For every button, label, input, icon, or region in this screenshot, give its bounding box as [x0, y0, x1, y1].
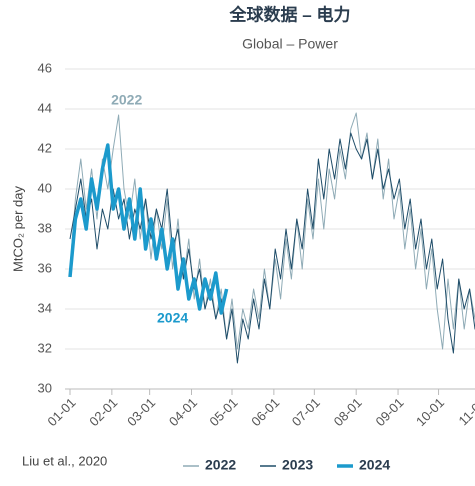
y-tick-label: 46: [38, 60, 52, 75]
y-tick-label: 42: [38, 140, 52, 155]
x-tick-label: 07-01: [289, 395, 323, 429]
legend-label: 2023: [282, 457, 313, 473]
y-tick-label: 32: [38, 340, 52, 355]
y-tick-label: 38: [38, 220, 52, 235]
y-tick-label: 36: [38, 260, 52, 275]
chart-subtitle: Global – Power: [242, 36, 338, 52]
chart-title: 全球数据 – 电力: [229, 4, 351, 24]
legend-label: 2022: [205, 457, 236, 473]
annotation: 2024: [157, 310, 188, 326]
x-tick-label: 11-01: [456, 395, 475, 428]
x-tick-label: 03-01: [124, 395, 158, 429]
x-tick-label: 10-01: [413, 395, 447, 429]
x-tick-label: 06-01: [248, 395, 282, 429]
x-tick-label: 05-01: [206, 395, 240, 429]
annotation: 2022: [111, 92, 142, 108]
y-axis-label: MtCO₂ per day: [10, 186, 25, 272]
series-line: [68, 143, 229, 315]
x-tick-label: 01-01: [44, 395, 78, 429]
legend-label: 2024: [359, 457, 390, 473]
x-tick-label: 02-01: [86, 395, 120, 429]
y-tick-label: 30: [38, 380, 52, 395]
x-tick-label: 08-01: [331, 395, 365, 429]
y-tick-label: 34: [38, 300, 52, 315]
series-line: [69, 132, 475, 364]
y-tick-label: 44: [38, 100, 52, 115]
x-tick-label: 09-01: [372, 395, 406, 429]
y-tick-label: 40: [38, 180, 52, 195]
x-tick-label: 04-01: [166, 395, 200, 429]
source: Liu et al., 2020: [22, 453, 107, 468]
